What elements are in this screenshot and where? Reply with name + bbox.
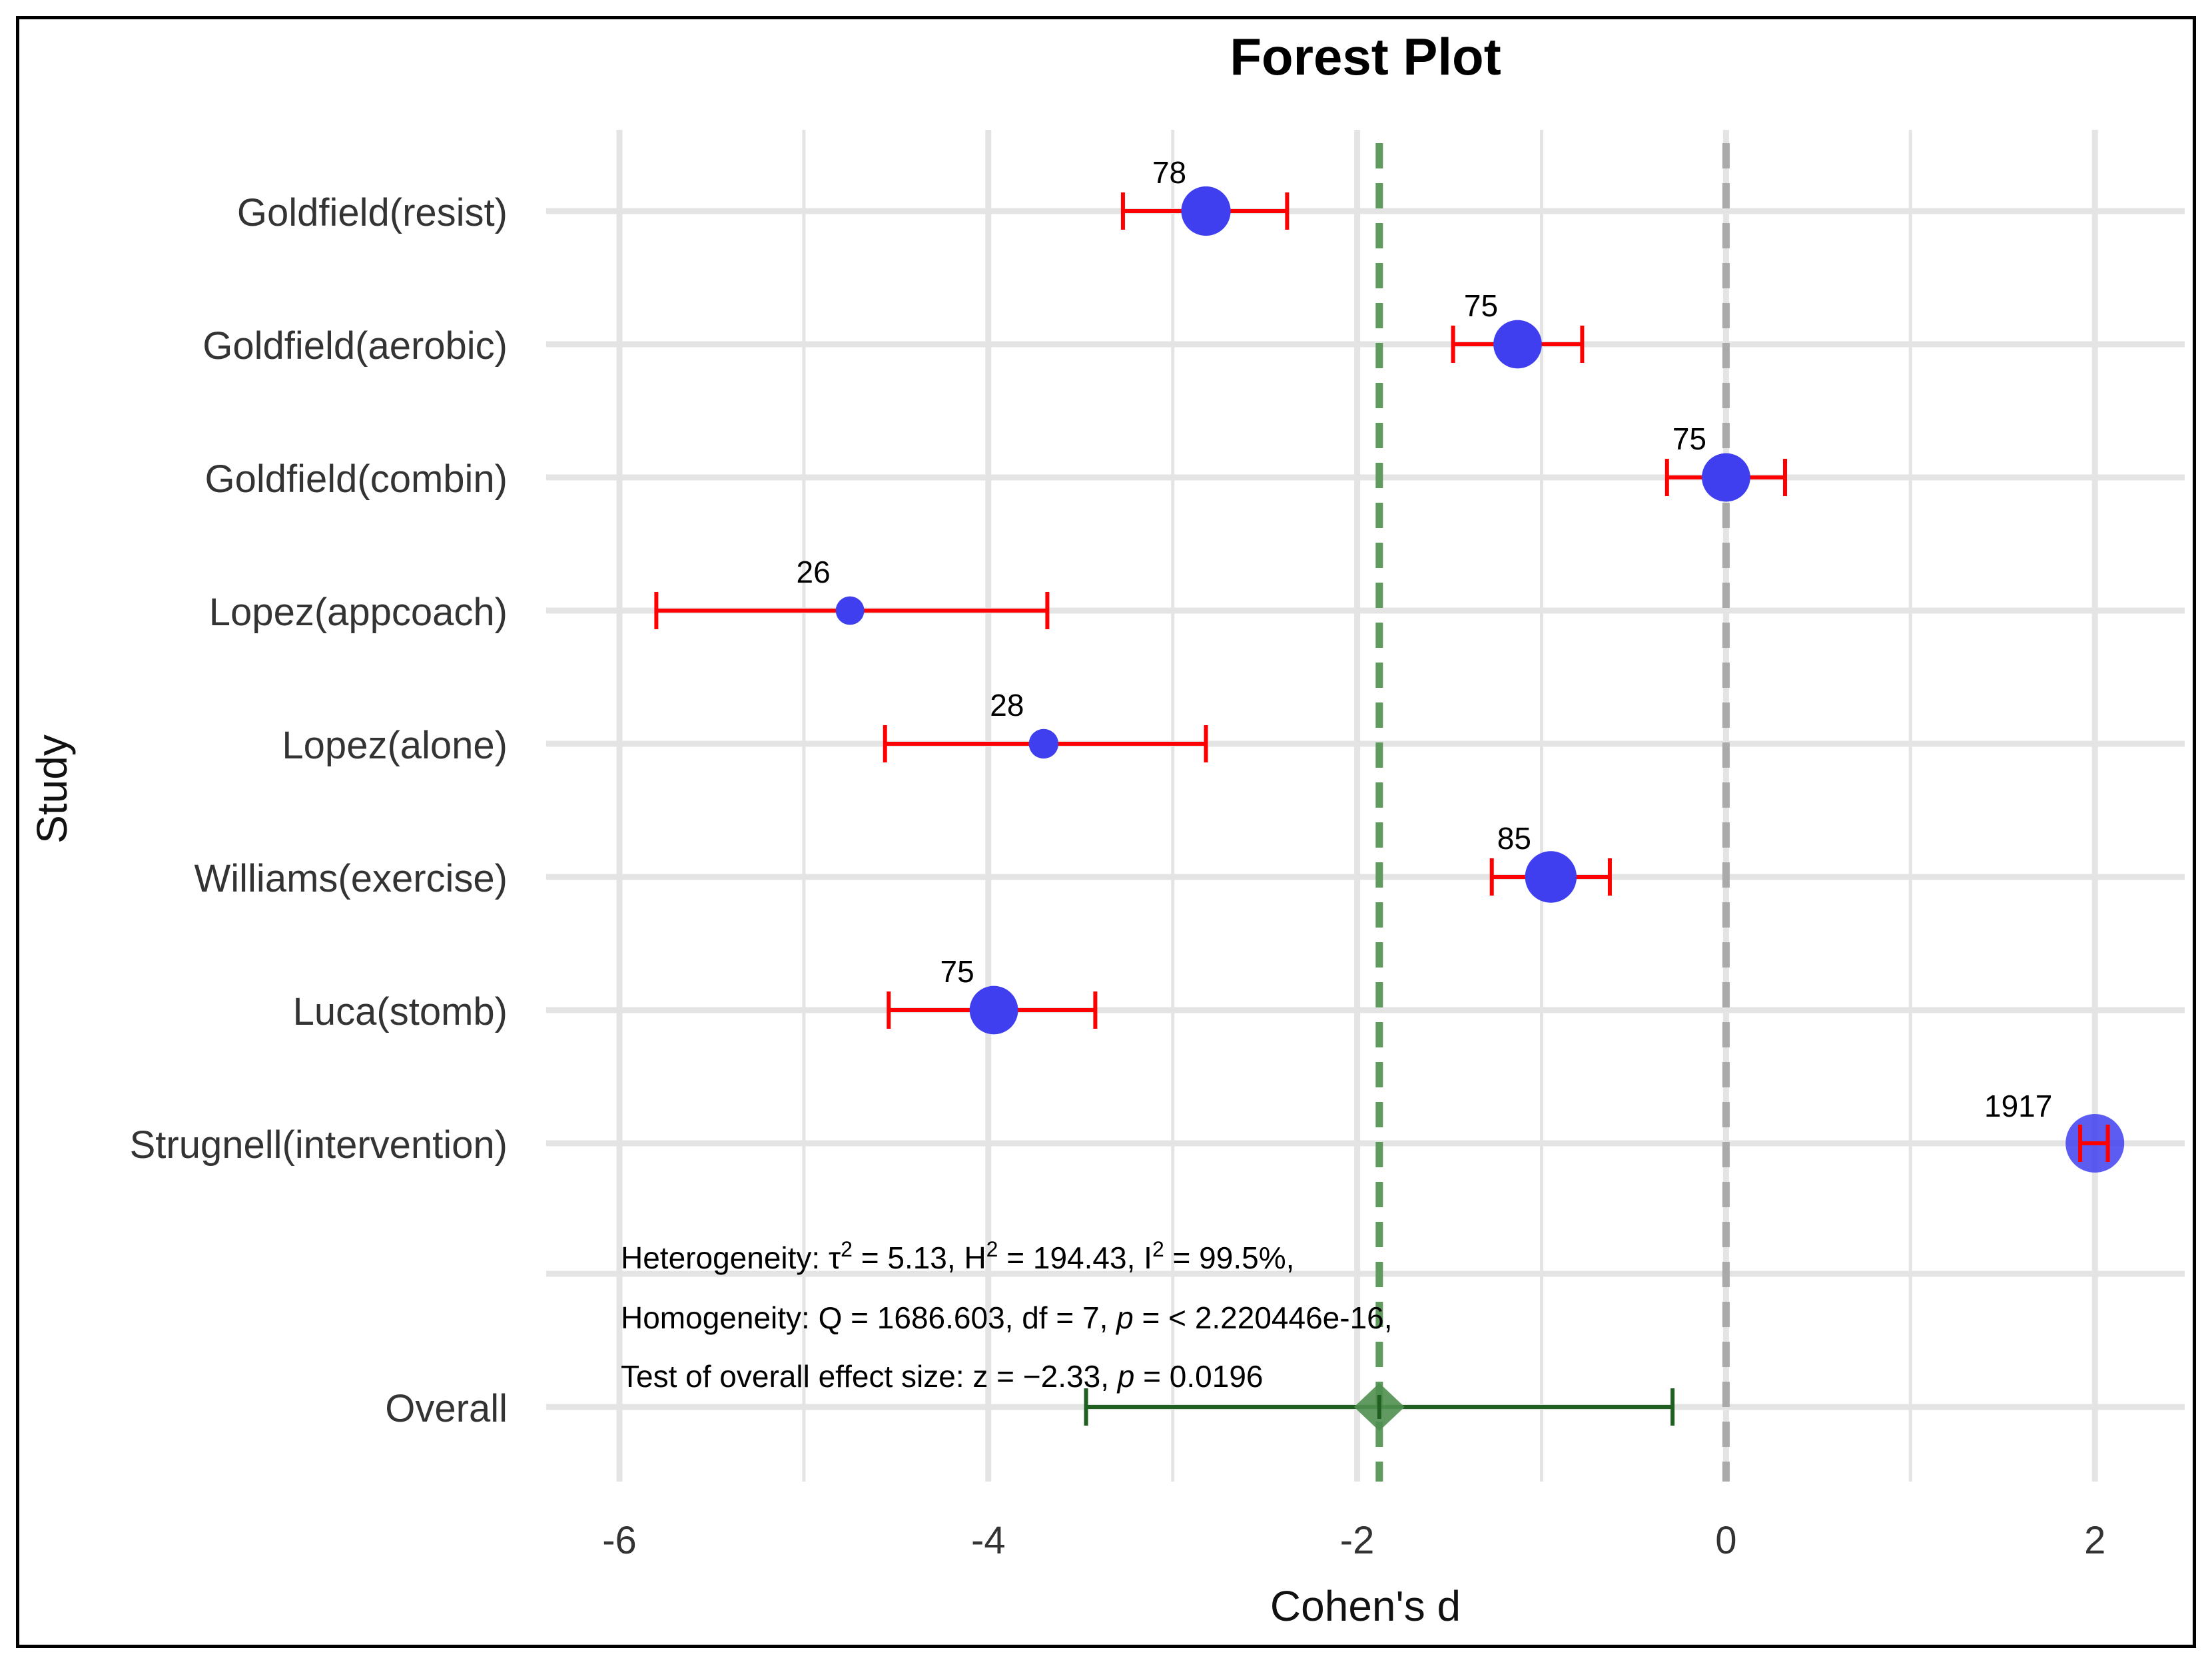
study-label: Goldfield(resist)	[237, 191, 508, 234]
study-label: Lopez(alone)	[282, 724, 508, 767]
annotation-line: Homogeneity: Q = 1686.603, df = 7, p = <…	[621, 1300, 1393, 1335]
effect-point	[835, 596, 865, 625]
study-row: 26	[654, 555, 1050, 629]
study-row: 75	[1451, 288, 1585, 369]
study-row: 75	[1664, 421, 1788, 502]
studies: 78 75 75 26 28 85 75 1917	[654, 155, 2125, 1173]
study-label: Goldfield(combin)	[204, 457, 508, 501]
study-row: 85	[1489, 821, 1612, 903]
study-label: Lopez(appcoach)	[209, 591, 508, 634]
chart-frame	[16, 16, 2196, 1648]
effect-point	[1702, 453, 1750, 502]
overall-effect	[1084, 1383, 1675, 1431]
sample-size-label: 1917	[1984, 1089, 2052, 1123]
effect-point	[1181, 186, 1231, 236]
annotations: Heterogeneity: τ2 = 5.13, H2 = 194.43, I…	[621, 1237, 1393, 1394]
x-tick-label: -2	[1340, 1519, 1375, 1562]
annotation-line: Test of overall effect size: z = −2.33, …	[621, 1359, 1264, 1394]
study-label: Williams(exercise)	[194, 857, 508, 900]
effect-point	[969, 985, 1018, 1035]
chart-title: Forest Plot	[1230, 27, 1501, 86]
sample-size-label: 75	[940, 954, 974, 989]
y-axis-label: Study	[28, 734, 76, 844]
study-label: Strugnell(intervention)	[130, 1123, 508, 1167]
sample-size-label: 26	[797, 555, 831, 589]
study-row: 78	[1120, 155, 1290, 236]
study-label: Goldfield(aerobic)	[202, 324, 508, 368]
sample-size-label: 78	[1152, 155, 1186, 190]
sample-size-label: 75	[1464, 288, 1498, 323]
study-row: 1917	[1984, 1089, 2125, 1173]
axes: Goldfield(resist) Goldfield(aerobic) Goldf…	[130, 191, 2106, 1562]
x-tick-label: -6	[602, 1519, 637, 1562]
sample-size-label: 75	[1672, 421, 1706, 456]
sample-size-label: 28	[990, 688, 1024, 722]
x-tick-label: 0	[1715, 1519, 1736, 1562]
study-row: 75	[887, 954, 1098, 1035]
sample-size-label: 85	[1497, 821, 1531, 856]
overall-label: Overall	[385, 1387, 508, 1430]
grid	[546, 130, 2185, 1482]
effect-point	[1028, 728, 1059, 759]
annotation-line: Heterogeneity: τ2 = 5.13, H2 = 194.43, I…	[621, 1237, 1294, 1275]
study-label: Luca(stomb)	[293, 990, 508, 1033]
effect-point	[1525, 851, 1577, 903]
effect-point	[1493, 320, 1542, 369]
study-row: 28	[883, 688, 1208, 762]
x-tick-label: -4	[971, 1519, 1006, 1562]
x-axis-label: Cohen's d	[1270, 1582, 1461, 1630]
x-tick-label: 2	[2084, 1519, 2105, 1562]
reference-lines	[1375, 143, 1730, 1482]
